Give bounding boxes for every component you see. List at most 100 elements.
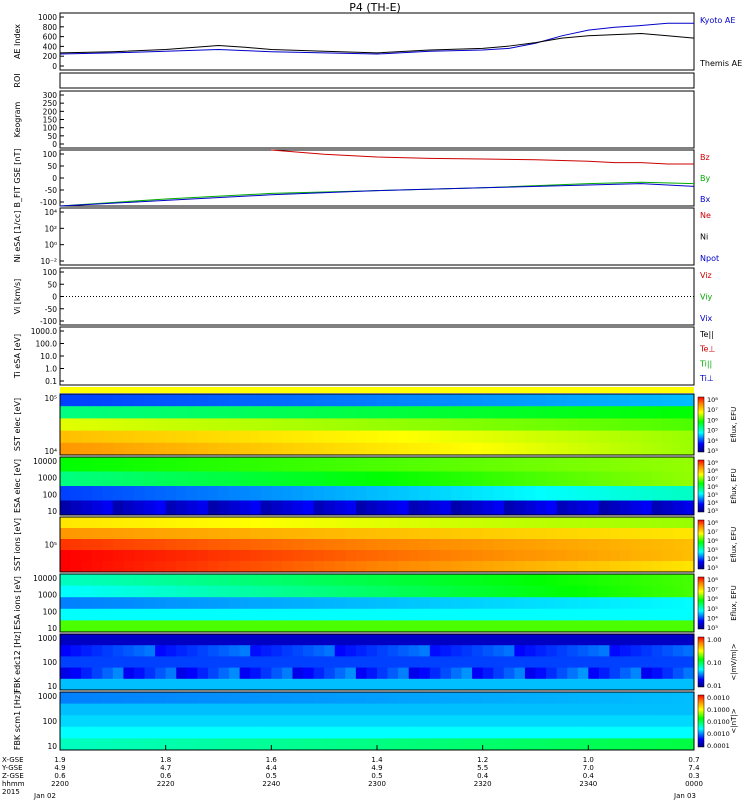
spectrogram-cell: [165, 620, 177, 633]
spectrogram-cell: [271, 471, 283, 487]
spectrogram-cell: [609, 738, 621, 751]
spectrogram-cell: [535, 585, 547, 598]
spectrogram-cell: [324, 406, 336, 419]
spectrogram-cell: [651, 457, 663, 472]
spectrogram-cell: [176, 550, 188, 562]
spectrogram-cell: [155, 726, 167, 739]
spectrogram-cell: [102, 486, 114, 501]
spectrogram-cell: [672, 597, 684, 610]
spectrogram-cell: [102, 738, 114, 751]
spectrogram-cell: [408, 656, 420, 669]
spectrogram-cell: [461, 715, 473, 728]
spectrogram-cell: [408, 608, 420, 621]
spectrogram-cell: [229, 550, 241, 562]
spectrogram-cell: [250, 597, 262, 610]
spectrogram-cell: [60, 406, 72, 419]
spectrogram-cell: [81, 430, 93, 444]
spectrogram-cell: [609, 394, 621, 407]
spectrogram-cell: [461, 678, 473, 691]
spectrogram-cell: [598, 517, 610, 529]
spectrogram-cell: [598, 656, 610, 669]
spectrogram-cell: [165, 738, 177, 751]
spectrogram-cell: [303, 620, 315, 633]
spectrogram-cell: [91, 471, 103, 487]
spectrogram-cell: [651, 678, 663, 691]
spectrogram-cell: [60, 457, 72, 472]
spectrogram-cell: [165, 597, 177, 610]
spectrogram-cell: [398, 486, 410, 501]
spectrogram-cell: [91, 517, 103, 529]
ephemeris-value: 4.9: [371, 764, 382, 772]
spectrogram-cell: [313, 692, 325, 705]
spectrogram-cell: [535, 574, 547, 587]
spectrogram-cell: [207, 585, 219, 598]
spectrogram-cell: [334, 418, 346, 432]
spectrogram-fbk_e: [59, 633, 695, 691]
spectrogram-cell: [641, 561, 653, 573]
spectrogram-cell: [598, 620, 610, 633]
spectrogram-cell: [70, 634, 82, 646]
spectrogram-cell: [144, 418, 156, 432]
spectrogram-cell: [345, 645, 357, 657]
spectrogram-cell: [620, 442, 632, 456]
ytick-label: 0: [52, 174, 57, 183]
spectrogram-cell: [440, 457, 452, 472]
spectrogram-cell: [292, 561, 304, 573]
spectrogram-cell: [260, 528, 272, 540]
spectrogram-cell: [408, 500, 420, 516]
spectrogram-cell: [281, 726, 293, 739]
spectrogram-cell: [641, 726, 653, 739]
spectrogram-cell: [546, 620, 558, 633]
spectrogram-cell: [324, 517, 336, 529]
spectrogram-cell: [239, 645, 251, 657]
spectrogram-cell: [123, 597, 135, 610]
spectrogram-cell: [408, 692, 420, 705]
spectrogram-cell: [440, 539, 452, 551]
spectrogram-cell: [292, 550, 304, 562]
spectrogram-cell: [440, 528, 452, 540]
colorbar-label: Eflux, EFU: [730, 468, 738, 503]
spectrogram-cell: [651, 715, 663, 728]
spectrogram-cell: [482, 738, 494, 751]
spectrogram-cell: [218, 620, 230, 633]
spectrogram-cell: [112, 645, 124, 657]
spectrogram-cell: [651, 738, 663, 751]
spectrogram-cell: [239, 500, 251, 516]
spectrogram-cell: [334, 645, 346, 657]
spectrogram-cell: [651, 442, 663, 456]
spectrogram-cell: [598, 574, 610, 587]
spectrogram-cell: [144, 561, 156, 573]
spectrogram-cell: [292, 418, 304, 432]
spectrogram-cell: [387, 634, 399, 646]
spectrogram-cell: [577, 597, 589, 610]
spectrogram-cell: [598, 457, 610, 472]
spectrogram-cell: [165, 528, 177, 540]
spectrogram-cell: [588, 486, 600, 501]
spectrogram-cell: [408, 667, 420, 680]
spectrogram-cell: [450, 517, 463, 529]
spectrogram-cell: [60, 645, 72, 657]
spectrogram-cell: [577, 550, 589, 562]
spectrogram-cell: [630, 528, 642, 540]
spectrogram-cell: [123, 500, 135, 516]
spectrogram-cell: [377, 471, 389, 487]
spectrogram-cell: [577, 517, 589, 529]
spectrogram-cell: [546, 430, 558, 444]
spectrogram-cell: [567, 394, 579, 407]
spectrogram-cell: [398, 703, 410, 716]
spectrogram-cell: [630, 418, 642, 432]
spectrogram-cell: [620, 692, 632, 705]
spectrogram-cell: [535, 539, 547, 551]
spectrogram-cell: [355, 667, 367, 680]
ytick-label: 150: [43, 116, 58, 125]
spectrogram-cell: [133, 597, 146, 610]
spectrogram-cell: [281, 471, 293, 487]
spectrogram-cell: [683, 500, 695, 516]
spectrogram-cell: [112, 442, 124, 456]
spectrogram-cell: [503, 406, 515, 419]
ytick-label: 600: [43, 33, 58, 42]
spectrogram-cell: [641, 703, 653, 716]
colorbar-tick: 10⁶: [707, 416, 718, 424]
spectrogram-cell: [176, 561, 188, 573]
spectrogram-cell: [620, 528, 632, 540]
